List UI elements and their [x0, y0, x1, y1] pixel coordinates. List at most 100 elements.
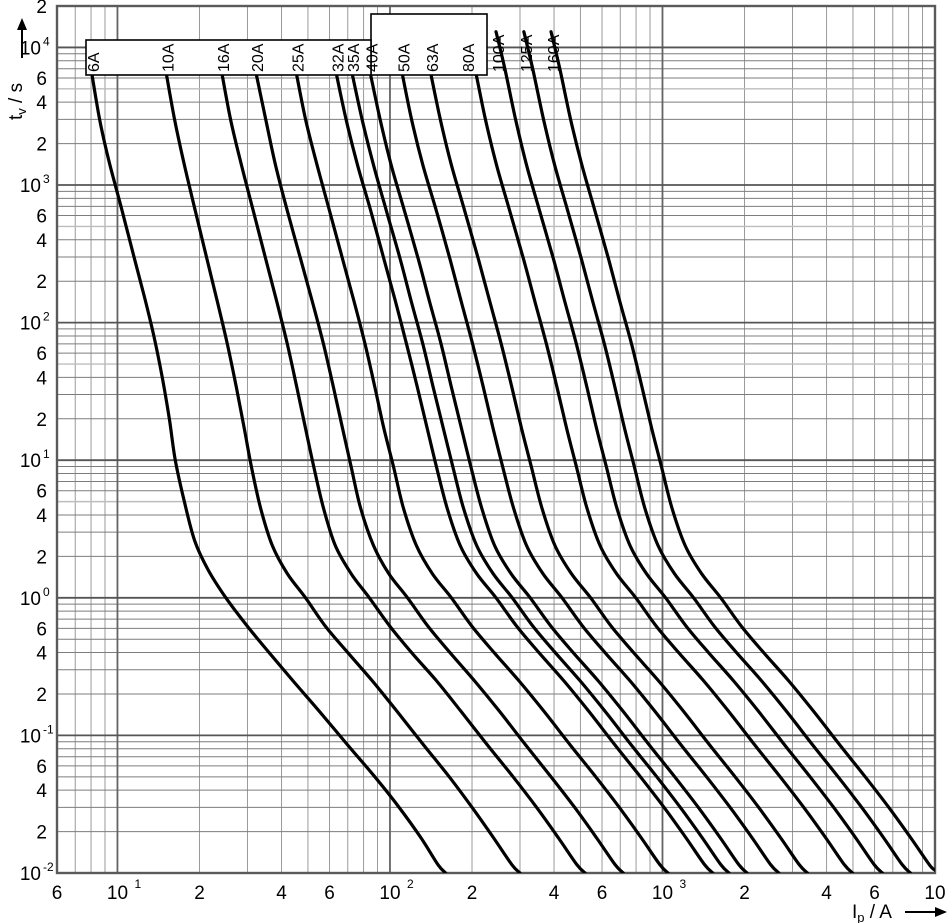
y-tick-label: 4 — [36, 781, 47, 802]
x-tick-label: 2 — [467, 883, 478, 904]
y-tick: 2 — [36, 0, 47, 18]
y-tick-label: 2 — [36, 547, 47, 568]
y-tick-label: 2 — [36, 410, 47, 431]
curve-layer — [89, 30, 935, 873]
x-tick-label: 10 — [107, 883, 128, 904]
y-tick: 4 — [36, 781, 47, 802]
y-tick: 2 — [36, 823, 47, 844]
curve-40a — [367, 67, 749, 873]
y-tick-label: 4 — [36, 368, 47, 389]
curve-160a — [549, 30, 935, 872]
y-tick: 10 1 — [20, 447, 50, 472]
curve-125a — [522, 30, 913, 873]
y-tick-label: 10 — [20, 314, 41, 335]
y-tick: 10 2 — [20, 310, 50, 335]
plot-area-border — [55, 4, 937, 875]
y-tick: 6 — [36, 207, 47, 228]
x-tick-label: 2 — [194, 883, 205, 904]
x-tick: 4 — [276, 883, 287, 904]
y-tick: 6 — [36, 619, 47, 640]
x-tick-exponent: 2 — [407, 877, 414, 891]
y-axis-arrow-head — [17, 18, 27, 30]
x-tick: 2 — [194, 883, 205, 904]
y-tick: 2 — [36, 272, 47, 293]
y-tick-label: 2 — [36, 0, 47, 18]
x-tick-exponent: 3 — [679, 877, 686, 891]
y-tick-label: 10 — [20, 726, 41, 747]
curve-label-16a: 16A — [216, 43, 233, 72]
y-tick-label: 10 — [20, 176, 41, 197]
y-tick: 2 — [36, 135, 47, 156]
y-axis-title: tv / s — [6, 18, 29, 120]
y-tick-label: 4 — [36, 231, 47, 252]
y-tick-exponent: -1 — [43, 722, 54, 736]
y-tick-label: 4 — [36, 506, 47, 527]
x-axis-ticklabels: 6 10 1 2 4 6 10 2 2 4 6 10 3 2 4 6 104 — [52, 877, 946, 904]
y-tick-label: 4 — [36, 93, 47, 114]
y-axis-title-text: tv / s — [6, 83, 29, 120]
plot-frame — [55, 4, 937, 875]
x-tick: 10 3 — [652, 877, 687, 904]
x-tick-label: 10 — [379, 883, 400, 904]
x-axis-arrow-head — [935, 907, 947, 917]
curve-35a — [349, 67, 731, 873]
y-tick-label: 6 — [36, 69, 47, 90]
x-tick: 4 — [549, 883, 560, 904]
x-tick: 4 — [821, 883, 832, 904]
y-tick-exponent: 2 — [43, 310, 50, 324]
y-tick-label: 10 — [20, 451, 41, 472]
curve-20a — [253, 67, 625, 873]
x-tick-exponent: 1 — [134, 877, 141, 891]
curve-label-125a: 125A — [519, 34, 536, 72]
x-tick-label: 10 — [924, 883, 945, 904]
y-tick: 10 -1 — [20, 722, 54, 747]
y-tick: 6 — [36, 482, 47, 503]
y-tick: 2 — [36, 547, 47, 568]
curve-label-63a: 63A — [425, 43, 442, 72]
curve-label-35a: 35A — [346, 43, 363, 72]
x-tick: 2 — [739, 883, 750, 904]
y-tick-label: 6 — [36, 757, 47, 778]
y-tick-label: 10 — [20, 864, 41, 885]
x-tick-label: 6 — [597, 883, 608, 904]
curve-32a — [333, 67, 715, 873]
y-tick-label: 10 — [20, 589, 41, 610]
y-tick-label: 2 — [36, 135, 47, 156]
curve-label-80a: 80A — [461, 43, 478, 72]
label-box-low — [85, 39, 372, 76]
x-tick-label: 4 — [276, 883, 287, 904]
y-tick-label: 6 — [36, 207, 47, 228]
curve-6a — [89, 67, 448, 873]
y-tick: 4 — [36, 93, 47, 114]
y-tick: 2 — [36, 410, 47, 431]
y-tick: 4 — [36, 644, 47, 665]
x-tick: 6 — [869, 883, 880, 904]
y-tick: 10 -2 — [20, 860, 54, 885]
curve-label-160a: 160A — [546, 34, 563, 72]
y-tick: 6 — [36, 344, 47, 365]
x-tick-label: 6 — [324, 883, 335, 904]
y-tick: 4 — [36, 231, 47, 252]
y-tick: 6 — [36, 757, 47, 778]
curve-label-10a: 10A — [160, 43, 177, 72]
y-tick-label: 6 — [36, 344, 47, 365]
y-tick-exponent: 3 — [43, 172, 50, 186]
y-tick-label: 10 — [20, 38, 41, 59]
y-tick-exponent: -2 — [43, 860, 54, 874]
curve-10a — [163, 67, 522, 873]
x-tick: 6 — [597, 883, 608, 904]
y-tick: 2 — [36, 685, 47, 706]
y-tick-label: 2 — [36, 823, 47, 844]
x-tick-label: 6 — [869, 883, 880, 904]
y-tick: 4 — [36, 506, 47, 527]
curve-label-32a: 32A — [330, 43, 347, 72]
y-tick: 10 4 — [20, 34, 50, 59]
x-tick: 10 1 — [107, 877, 142, 904]
y-tick: 6 — [36, 69, 47, 90]
curve-label-40a: 40A — [364, 43, 381, 72]
curve-label-20a: 20A — [250, 43, 267, 72]
x-tick-label: 4 — [549, 883, 560, 904]
